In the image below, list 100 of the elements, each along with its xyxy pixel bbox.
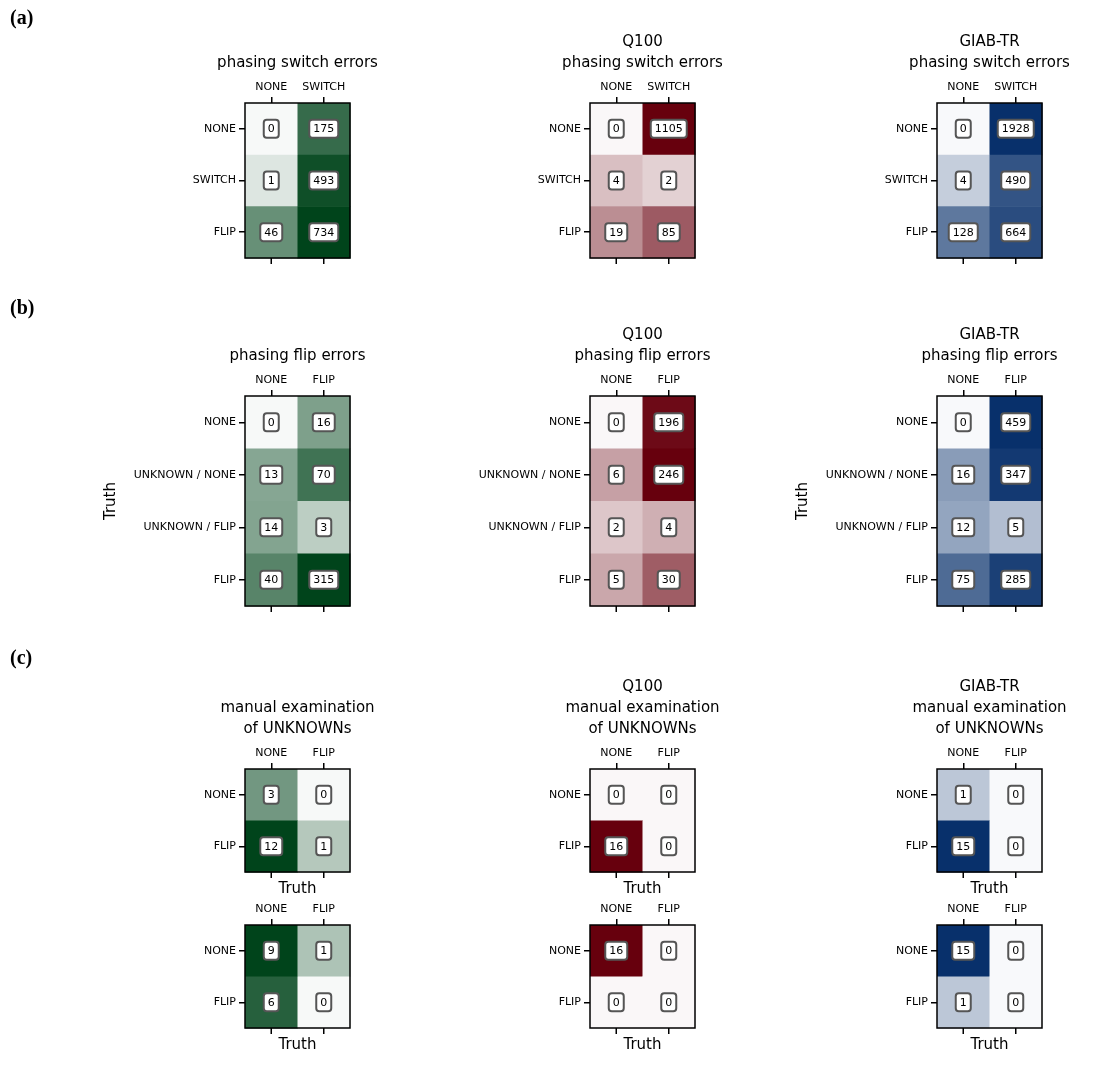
chart-title: GIAB-TR phasing switch errors [909,31,1071,71]
data-label: 175 [313,122,335,136]
x-tick-label: NONE [600,373,633,387]
x-tick-label: NONE [947,373,980,387]
y-tick-label: UNKNOWN / FLIP [488,520,582,534]
data-label: 0 [267,122,275,136]
data-label: 493 [313,173,335,187]
x-tick-label: NONE [947,746,980,760]
data-label: 2 [612,520,620,534]
x-tick-label: FLIP [312,746,336,760]
y-tick-label: FLIP [558,225,582,239]
data-label: 0 [665,839,673,853]
y-tick-label: NONE [203,415,237,429]
y-tick-label: UNKNOWN / FLIP [143,520,237,534]
data-label: 0 [1012,995,1020,1009]
data-label: 9 [267,944,275,958]
y-tick-label: UNKNOWN / NONE [478,467,582,481]
x-tick-label: SWITCH [994,80,1038,94]
y-tick-label: FLIP [213,225,237,239]
data-label: 0 [1012,944,1020,958]
data-label: 347 [1005,468,1027,482]
data-label: 3 [267,788,275,802]
data-label: 2 [665,173,673,187]
data-label: 1 [267,173,275,187]
data-label: 1 [959,995,967,1009]
data-label: 0 [612,995,620,1009]
data-label: 15 [956,839,971,853]
data-label: 0 [612,415,620,429]
x-tick-label: NONE [255,902,288,916]
y-tick-label: UNKNOWN / FLIP [835,520,929,534]
data-label: 30 [661,573,676,587]
y-tick-label: UNKNOWN / NONE [825,467,929,481]
chart-title: Q100 phasing flip errors [574,324,711,364]
data-label: 285 [1005,573,1027,587]
x-tick-label: NONE [600,80,633,94]
chart-title: manual examination of UNKNOWNs [220,697,375,737]
x-tick-label: FLIP [312,902,336,916]
x-tick-label: FLIP [657,746,681,760]
data-label: 1928 [1001,122,1030,136]
data-label: 19 [609,225,624,239]
text: (c) [10,646,33,669]
y-tick-label: FLIP [558,839,582,853]
data-label: 246 [658,468,680,482]
data-label: 5 [612,573,620,587]
data-label: 3 [320,520,328,534]
x-tick-label: NONE [255,373,288,387]
chart-title: GIAB-TR manual examination of UNKNOWNs [912,676,1067,737]
y-tick-label: FLIP [905,225,929,239]
text: (b) [10,296,35,319]
data-label: 13 [264,468,279,482]
x-tick-label: FLIP [312,373,336,387]
data-label: 16 [609,944,624,958]
data-label: 459 [1005,415,1027,429]
data-label: 16 [316,415,331,429]
data-label: 196 [658,415,680,429]
x-tick-label: FLIP [1004,746,1028,760]
x-tick-label: NONE [947,80,980,94]
y-tick-label: UNKNOWN / NONE [133,467,237,481]
data-label: 75 [956,573,971,587]
y-tick-label: FLIP [213,995,237,1009]
y-tick-label: NONE [895,943,929,957]
data-label: 14 [264,520,279,534]
data-label: 6 [612,468,620,482]
x-tick-label: SWITCH [647,80,691,94]
x-tick-label: NONE [600,902,633,916]
data-label: 6 [267,995,275,1009]
y-tick-label: NONE [548,121,582,135]
data-label: 4 [612,173,620,187]
y-tick-label: NONE [895,121,929,135]
data-label: 12 [264,839,279,853]
data-label: 1 [320,839,328,853]
data-label: 4 [665,520,673,534]
data-label: 0 [665,944,673,958]
y-tick-label: NONE [203,943,237,957]
data-label: 0 [665,788,673,802]
y-tick-label: NONE [548,787,582,801]
chart-title: phasing flip errors [229,345,366,364]
chart-title: phasing switch errors [217,52,379,71]
data-label: 0 [959,122,967,136]
data-label: 16 [609,839,624,853]
x-tick-label: FLIP [1004,902,1028,916]
x-tick-label: NONE [255,80,288,94]
data-label: 0 [959,415,967,429]
data-label: 0 [1012,788,1020,802]
y-tick-label: FLIP [213,839,237,853]
data-label: 5 [1012,520,1020,534]
data-label: 70 [316,468,331,482]
data-label: 315 [313,573,335,587]
x-tick-label: FLIP [657,902,681,916]
y-tick-label: NONE [548,415,582,429]
data-label: 490 [1005,173,1027,187]
y-tick-label: FLIP [905,572,929,586]
data-label: 1 [959,788,967,802]
x-tick-label: SWITCH [302,80,346,94]
data-label: 0 [665,995,673,1009]
data-label: 128 [952,225,974,239]
data-label: 4 [959,173,967,187]
y-tick-label: NONE [895,415,929,429]
x-axis-title: Truth [969,1035,1009,1054]
data-label: 46 [264,225,279,239]
